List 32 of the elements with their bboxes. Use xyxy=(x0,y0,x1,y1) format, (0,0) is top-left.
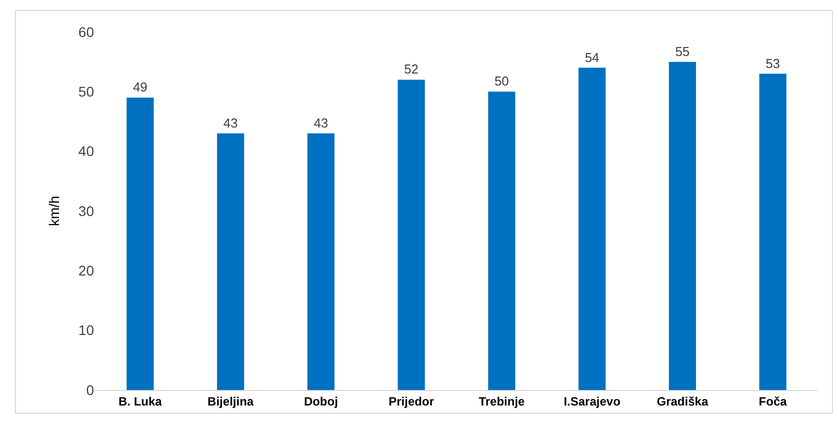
data-label: 50 xyxy=(494,74,509,89)
y-tick-label: 20 xyxy=(78,262,94,279)
y-tick-label: 40 xyxy=(78,143,94,160)
x-tick-label: Doboj xyxy=(304,394,338,408)
bar xyxy=(578,68,606,390)
bar xyxy=(126,98,154,390)
x-tick-label: Foča xyxy=(758,394,788,408)
bar xyxy=(668,62,696,390)
x-tick-label: Prijedor xyxy=(388,394,434,408)
bar xyxy=(759,74,786,390)
y-tick-label: 0 xyxy=(86,382,94,398)
data-label: 54 xyxy=(584,50,600,65)
bar xyxy=(398,80,425,390)
data-label: 43 xyxy=(314,115,328,130)
data-label: 49 xyxy=(132,80,148,95)
bar xyxy=(217,133,244,390)
x-tick-label: Bijeljina xyxy=(208,394,254,408)
bar xyxy=(488,92,516,390)
x-tick-label: I.Sarajevo xyxy=(564,394,620,408)
data-label: 53 xyxy=(766,56,780,71)
y-tick-label: 60 xyxy=(78,24,94,40)
data-label: 52 xyxy=(404,62,419,77)
x-tick-label: Trebinje xyxy=(478,394,526,408)
y-tick-label: 30 xyxy=(78,202,94,219)
y-tick-label: 10 xyxy=(78,322,94,338)
data-label: 55 xyxy=(675,44,690,59)
bar xyxy=(307,133,334,390)
x-tick-label: Gradiška xyxy=(656,394,708,408)
data-label: 43 xyxy=(223,115,238,130)
x-tick-label: B. Luka xyxy=(118,394,162,408)
y-axis-title: km/h xyxy=(46,196,62,226)
y-tick-label: 50 xyxy=(78,84,94,100)
